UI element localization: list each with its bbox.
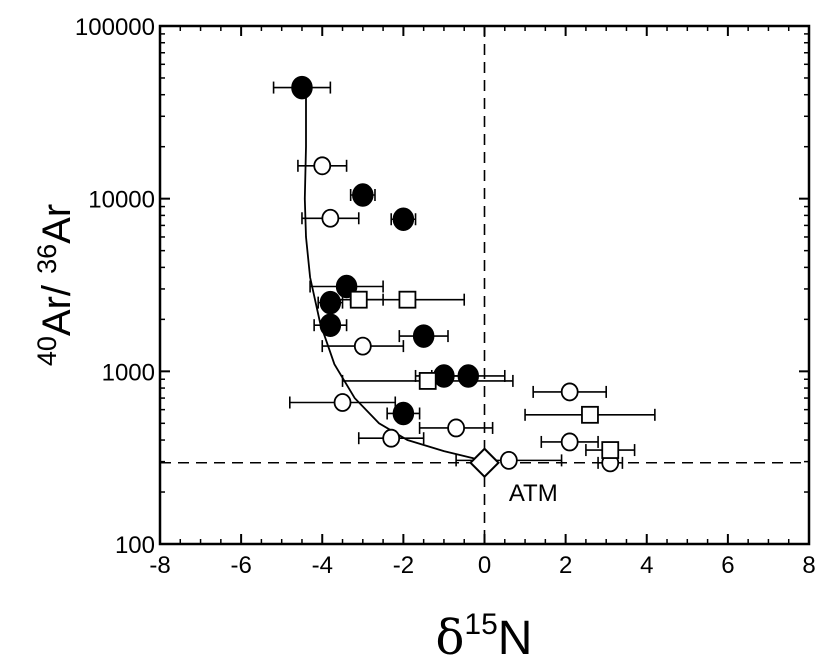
- y-label-sup-40: 40: [32, 336, 62, 366]
- filled-circle-marker: [392, 207, 415, 231]
- open-circle-marker: [560, 432, 579, 452]
- filled-circle-marker: [319, 290, 342, 315]
- x-tick-label: -2: [393, 552, 414, 579]
- open-square-marker: [349, 290, 368, 309]
- filled-circle-marker: [291, 75, 313, 100]
- open-square-marker: [601, 441, 620, 459]
- open-circle-marker: [333, 393, 352, 412]
- filled-circle-marker: [319, 313, 342, 337]
- x-label-n: N: [498, 612, 533, 664]
- filled-circle-marker: [352, 183, 374, 207]
- minor-ticks: [160, 26, 809, 544]
- x-tick-labels: -8 -6 -4 -2 0 2 4 6 8: [149, 552, 815, 579]
- open-circle-marker: [313, 156, 332, 176]
- y-label-ar1: Ar/: [35, 274, 79, 336]
- x-label-delta: δ: [436, 610, 465, 664]
- atm-annotation: ATM: [509, 480, 558, 507]
- open-circle-marker: [321, 208, 340, 228]
- major-ticks: [159, 25, 810, 545]
- filled-circle-marker: [457, 364, 480, 388]
- x-tick-label: -4: [312, 552, 333, 579]
- open-square-marker: [398, 290, 417, 309]
- y-label-sup-36: 36: [32, 244, 62, 274]
- x-tick-label: -8: [149, 552, 170, 579]
- filled-circle-marker: [433, 364, 455, 388]
- open-square-marker: [581, 405, 599, 424]
- open-square-marker: [418, 372, 437, 390]
- open-circle-marker: [447, 418, 466, 438]
- open-circle-marker: [560, 382, 579, 402]
- y-axis-label: 40Ar/ 36Ar: [32, 204, 79, 366]
- open-circle-marker: [382, 428, 401, 448]
- y-tick-label: 1000: [102, 359, 155, 386]
- x-tick-label: 8: [802, 552, 815, 579]
- x-tick-label: 6: [721, 552, 734, 579]
- y-tick-label: 100: [115, 532, 155, 559]
- x-label-sup-15: 15: [464, 608, 497, 641]
- filled-circle-marker: [412, 324, 435, 348]
- x-tick-label: 2: [559, 552, 572, 579]
- open-circle-marker: [353, 336, 372, 356]
- y-tick-label: 10000: [88, 187, 155, 214]
- atm-diamond-marker: [469, 447, 500, 479]
- x-tick-label: -6: [230, 552, 251, 579]
- x-tick-label: 4: [640, 552, 653, 579]
- y-tick-label: 100000: [75, 14, 155, 41]
- x-axis-label: δ15N: [436, 608, 533, 664]
- y-tick-labels: 100 1000 10000 100000: [75, 14, 155, 559]
- mixing-curve: [303, 91, 485, 463]
- filled-circle-marker: [392, 401, 415, 426]
- y-label-ar2: Ar: [35, 204, 79, 244]
- open-circle-marker: [499, 450, 518, 470]
- x-tick-label: 0: [478, 552, 491, 579]
- data-markers: [291, 75, 620, 473]
